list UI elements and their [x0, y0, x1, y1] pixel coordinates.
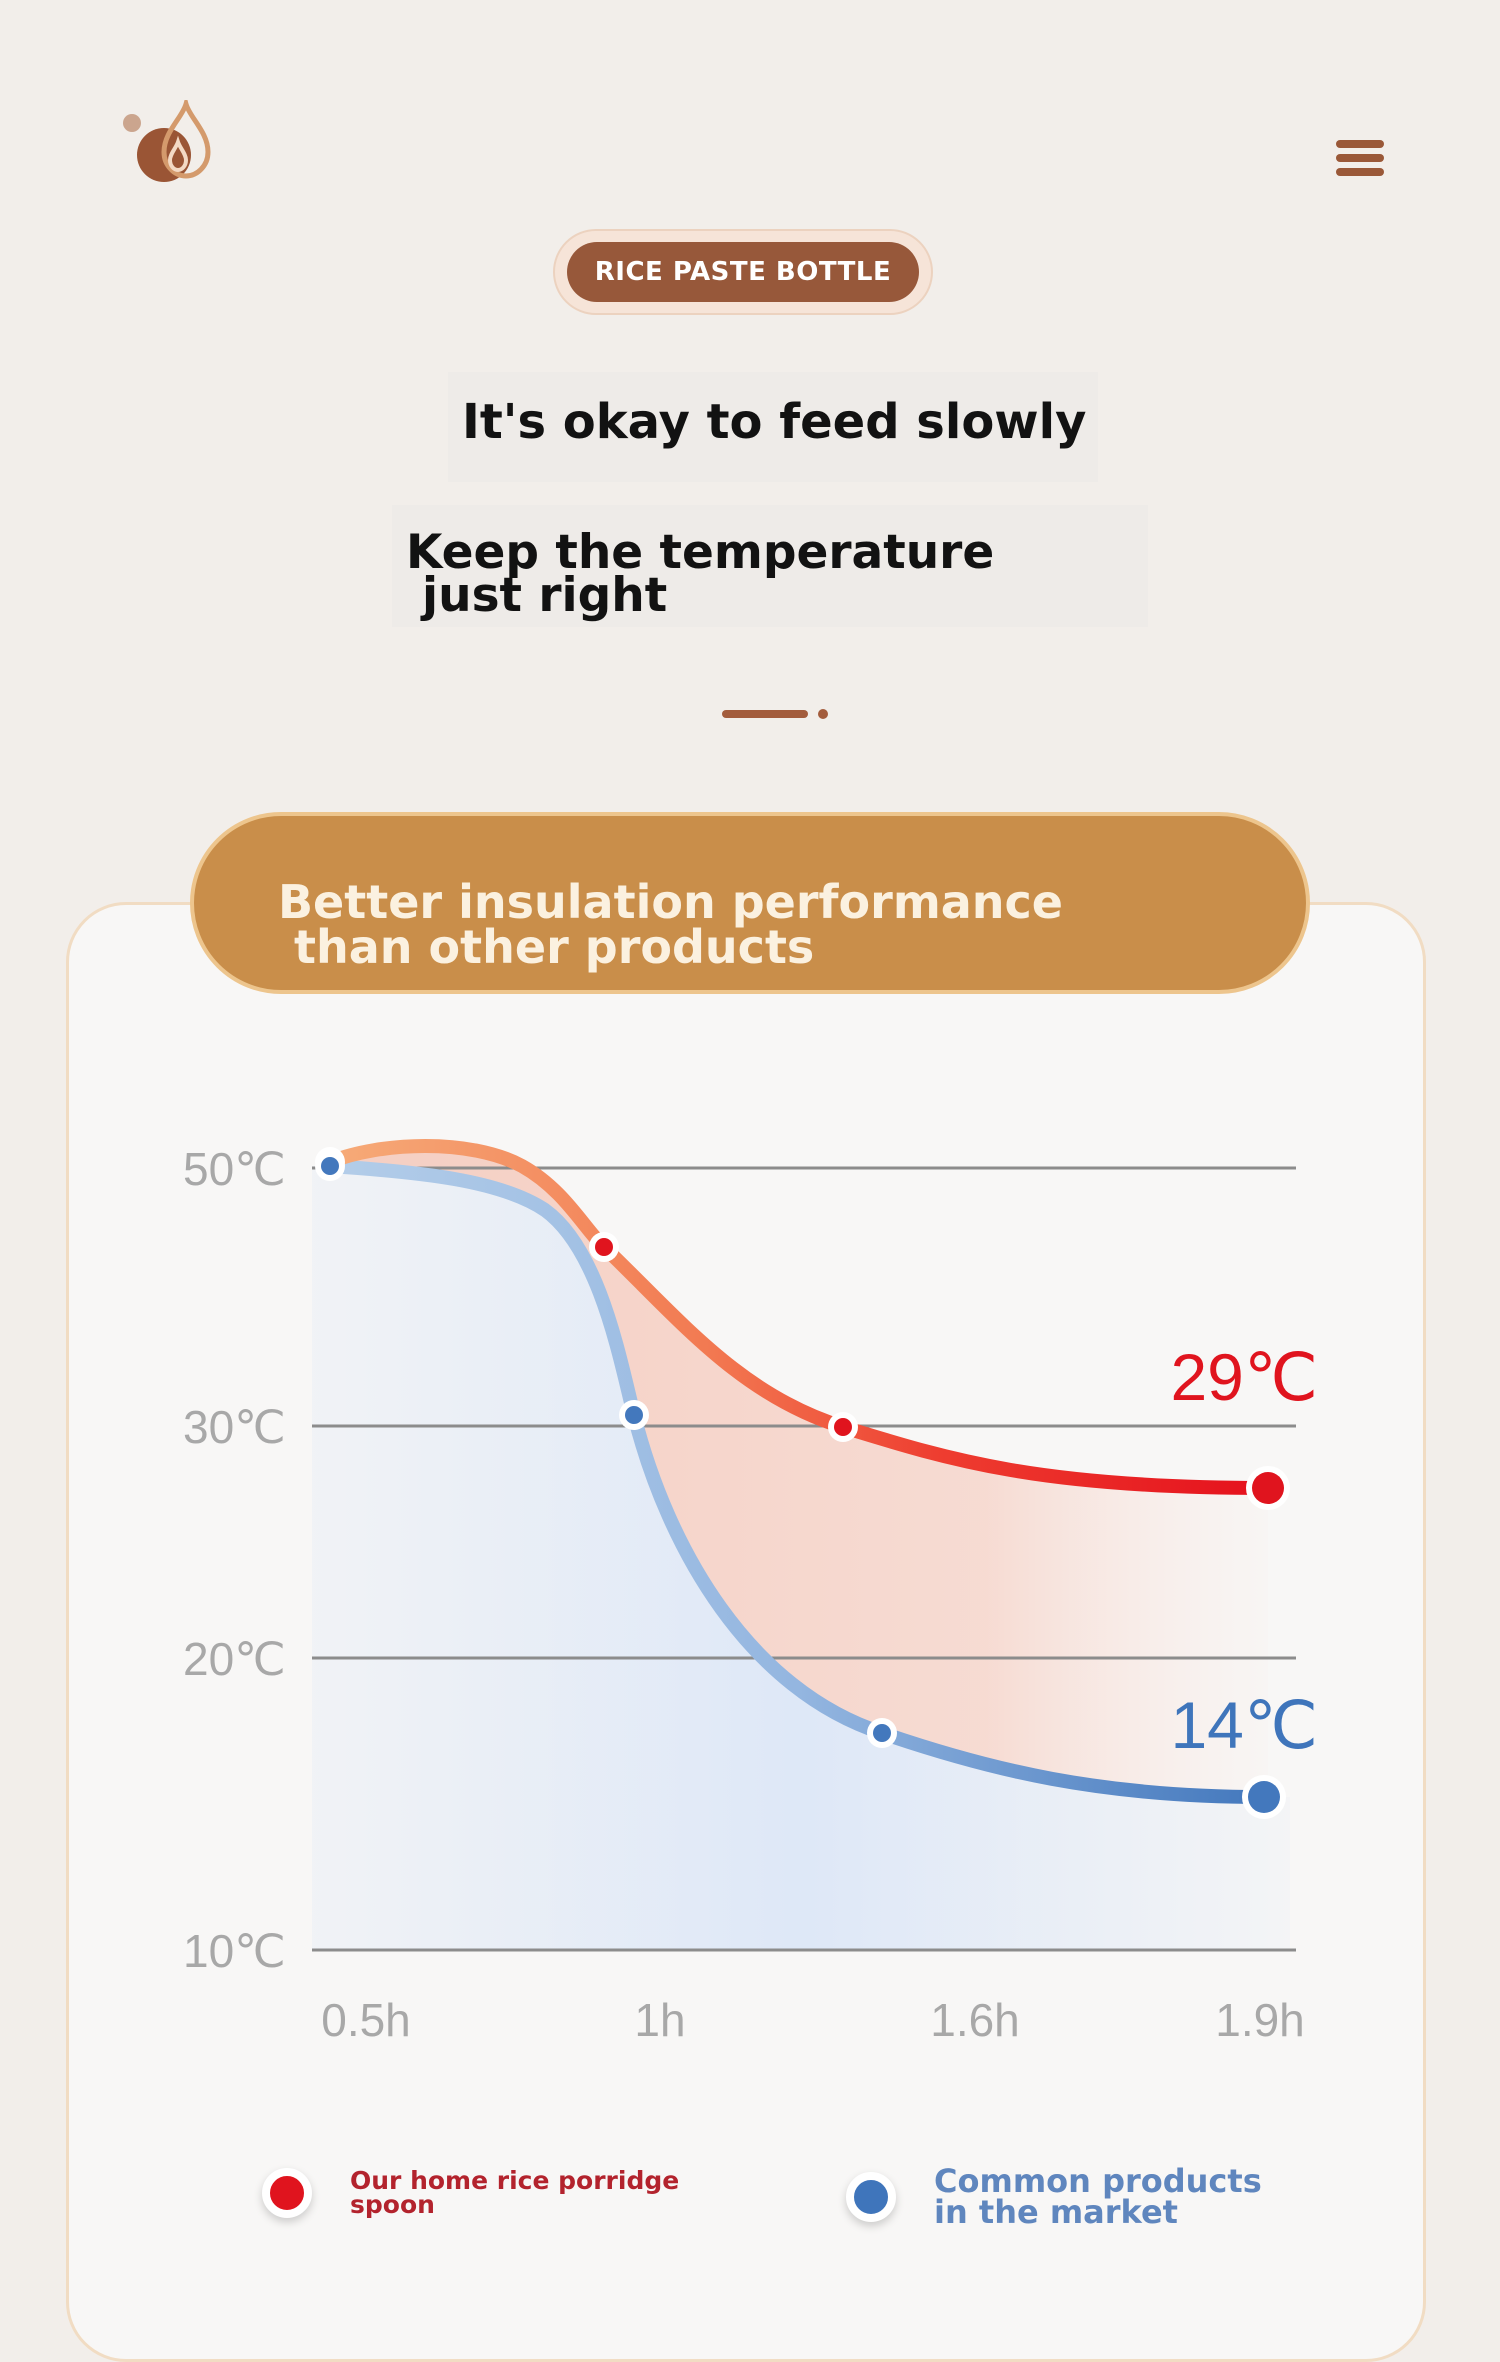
- category-badge: RICE PASTE BOTTLE: [553, 229, 933, 315]
- category-badge-label: RICE PASTE BOTTLE: [567, 242, 919, 302]
- page-subheadline: Keep the temperature just right: [392, 505, 1148, 627]
- subheadline-line-2: just right: [422, 568, 668, 623]
- legend-item-market-product: Common products in the market: [846, 2162, 1262, 2231]
- page-headline: It's okay to feed slowly: [448, 372, 1098, 482]
- comparison-banner: Better insulation performance than other…: [190, 812, 1310, 994]
- legend-label-market-product: Common products in the market: [934, 2162, 1262, 2231]
- hamburger-menu-icon[interactable]: [1336, 140, 1384, 182]
- legend-item-our-product: Our home rice porridge spoon: [262, 2168, 679, 2218]
- legend-marker-red: [262, 2168, 312, 2218]
- banner-line-2: than other products: [294, 920, 815, 974]
- legend-label-our-product: Our home rice porridge spoon: [350, 2166, 680, 2219]
- legend-marker-blue: [846, 2172, 896, 2222]
- chart-card: [66, 902, 1426, 2362]
- subheadline-line-1: Keep the temperature: [406, 525, 995, 580]
- section-divider: [722, 709, 828, 719]
- banner-line-1: Better insulation performance: [278, 875, 1064, 929]
- water-drop-logo-icon: [123, 100, 211, 182]
